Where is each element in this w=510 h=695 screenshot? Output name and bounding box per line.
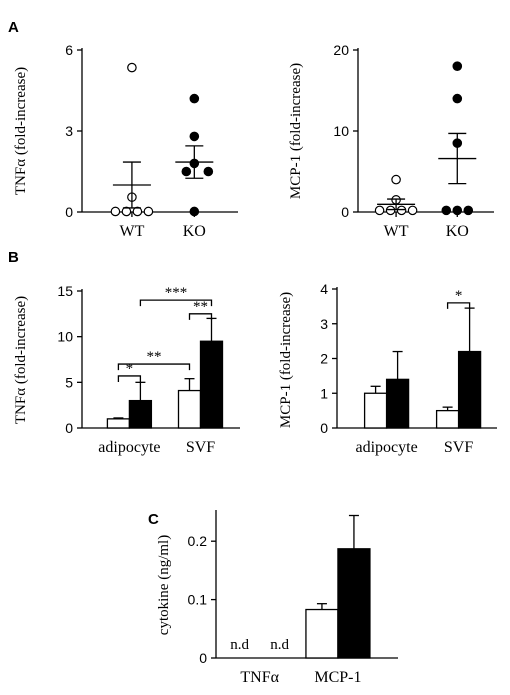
wt-point <box>121 206 132 217</box>
not-detected-label: n.d <box>270 637 289 653</box>
significance-bracket <box>188 313 213 320</box>
bar-svf-filled <box>199 340 224 429</box>
bar-adipocyte-filled <box>128 399 153 429</box>
ko-point <box>463 205 474 216</box>
wt-point <box>143 206 154 217</box>
bar-adipocyte-open <box>363 392 388 429</box>
panel-label-c: C <box>148 511 159 528</box>
bar-adipocyte-open <box>106 418 131 429</box>
wt-point <box>391 174 401 185</box>
significance-label: * <box>455 288 463 304</box>
x-tick-label: WT <box>384 223 409 240</box>
panel-label-b: B <box>8 249 19 266</box>
y-axis-label: TNFα (fold-increase) <box>13 67 29 195</box>
panel-label-a: A <box>8 19 19 36</box>
chart-a-left: 0 3 6 TNFα (fold-increase) WT KO <box>13 42 238 240</box>
significance-bracket <box>446 302 471 309</box>
bar-svf-open <box>177 389 202 429</box>
x-tick-label: MCP-1 <box>314 669 361 686</box>
significance-label: ** <box>146 349 161 365</box>
ko-point <box>189 206 200 217</box>
x-tick-label: adipocyte <box>355 439 417 456</box>
chart-a-right: 0 10 20 MCP-1 (fold-increase) WT KO <box>288 42 494 240</box>
y-tick-label: 0 <box>199 650 207 666</box>
wt-point <box>385 205 396 216</box>
x-tick-label: SVF <box>186 439 215 456</box>
wt-point <box>374 205 385 216</box>
wt-point <box>127 62 137 73</box>
significance-bracket <box>117 375 142 382</box>
y-tick-label: 2 <box>320 351 328 367</box>
wt-point <box>110 206 121 217</box>
x-tick-label: KO <box>446 223 469 240</box>
y-tick-label: 0 <box>341 204 349 220</box>
y-tick-label: 20 <box>333 42 349 58</box>
y-tick-label: 0 <box>65 204 73 220</box>
wt-point <box>132 206 143 217</box>
y-axis-label: cytokine (ng/ml) <box>156 535 172 635</box>
y-tick-label: 3 <box>320 316 328 332</box>
ko-point <box>203 166 214 177</box>
y-tick-label: 0.1 <box>188 592 208 608</box>
x-tick-label: KO <box>183 223 206 240</box>
wt-point <box>396 205 407 216</box>
y-tick-label: 6 <box>65 42 73 58</box>
significance-label: *** <box>165 285 188 301</box>
significance-bracket <box>139 299 213 307</box>
significance-label: * <box>126 361 134 377</box>
y-tick-label: 10 <box>57 329 73 345</box>
significance-label: ** <box>193 299 208 315</box>
y-tick-label: 0.2 <box>188 533 208 549</box>
x-tick-label: adipocyte <box>98 439 160 456</box>
ko-point <box>452 61 463 71</box>
y-axis-label: MCP-1 (fold-increase) <box>288 63 304 199</box>
y-axis-label: MCP-1 (fold-increase) <box>278 292 294 428</box>
y-tick-label: 1 <box>320 385 328 401</box>
ko-point <box>181 166 192 177</box>
chart-b-right: 0 1 2 3 4 MCP-1 (fold-increase) adipocyte SVF * <box>278 281 497 456</box>
ko-point <box>189 93 200 104</box>
x-tick-label: SVF <box>444 439 473 456</box>
y-tick-label: 3 <box>65 123 73 139</box>
y-tick-label: 10 <box>333 123 349 139</box>
bar-mcp1-filled <box>337 548 371 659</box>
bar-adipocyte-filled <box>385 378 410 429</box>
bar-svf-filled <box>457 350 482 429</box>
y-tick-label: 0 <box>65 420 73 436</box>
x-tick-label: TNFα <box>240 669 279 686</box>
y-tick-label: 5 <box>65 374 73 390</box>
y-tick-label: 4 <box>320 281 328 297</box>
ko-point <box>452 205 463 216</box>
bar-mcp1-open <box>305 608 339 659</box>
bar-svf-open <box>435 409 460 429</box>
y-tick-label: 0 <box>320 420 328 436</box>
y-axis-label: TNFα (fold-increase) <box>13 296 29 424</box>
chart-c: 0 0.1 0.2 cytokine (ng/ml) TNFα MCP-1 n.d n.d <box>156 510 398 686</box>
wt-point <box>407 205 418 216</box>
significance-bracket <box>117 363 191 371</box>
ko-point <box>452 93 463 104</box>
ko-point <box>441 205 452 216</box>
y-tick-label: 15 <box>57 283 73 299</box>
not-detected-label: n.d <box>230 637 249 653</box>
ko-point <box>189 131 200 142</box>
x-tick-label: WT <box>119 223 144 240</box>
